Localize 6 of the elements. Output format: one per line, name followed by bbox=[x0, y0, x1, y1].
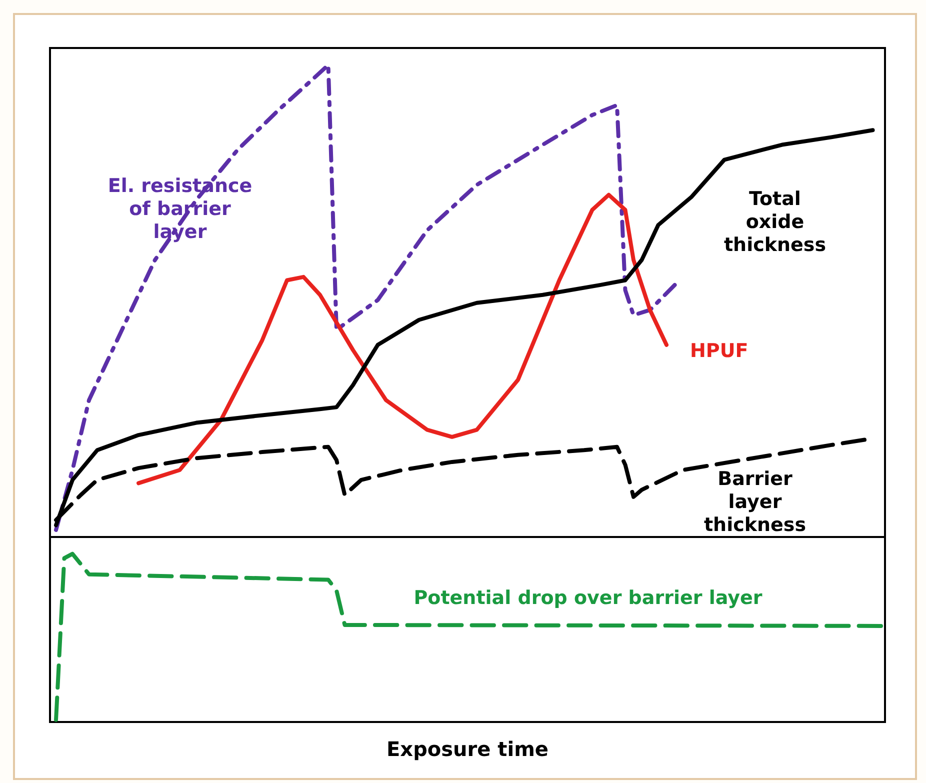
series-label: HPUF bbox=[690, 340, 748, 362]
x-axis-title: Exposure time bbox=[386, 737, 548, 761]
series-label: Potential drop over barrier layer bbox=[414, 587, 763, 609]
series-label: Barrier layer thickness bbox=[704, 468, 806, 536]
series-label: El. resistance of barrier layer bbox=[108, 175, 252, 243]
series-label: Total oxide thickness bbox=[724, 188, 826, 256]
